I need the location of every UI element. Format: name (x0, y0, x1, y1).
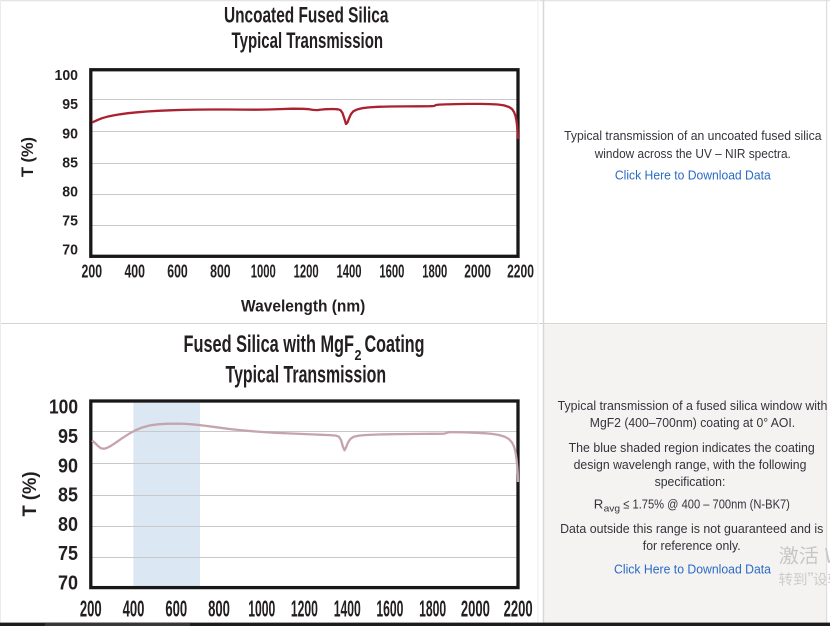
svg-text:2000: 2000 (464, 261, 491, 281)
svg-text:1400: 1400 (334, 596, 361, 622)
svg-text:Fused Silica with MgF: Fused Silica with MgF (184, 331, 355, 358)
svg-text:85: 85 (58, 485, 78, 507)
svg-text:Click Here to Download Data: Click Here to Download Data (615, 167, 772, 182)
svg-text:90: 90 (58, 455, 78, 477)
svg-text:Uncoated Fused Silica: Uncoated Fused Silica (224, 3, 389, 28)
svg-text:85: 85 (62, 154, 78, 171)
svg-text:1600: 1600 (379, 261, 404, 281)
svg-text:≤ 1.75% @ 400 – 700nm (N-BK7): ≤ 1.75% @ 400 – 700nm (N-BK7) (623, 496, 790, 511)
svg-text:200: 200 (80, 596, 102, 622)
svg-text:MgF2 (400–700nm) coating at 0°: MgF2 (400–700nm) coating at 0° AOI. (590, 415, 795, 430)
svg-text:The blue shaded region indicat: The blue shaded region indicates the coa… (569, 440, 815, 455)
svg-text:avg: avg (604, 503, 621, 514)
svg-text:80: 80 (58, 514, 78, 536)
svg-text:95: 95 (58, 426, 78, 448)
svg-text:window across the UV – NIR spe: window across the UV – NIR spectra. (594, 146, 791, 161)
svg-text:Coating: Coating (365, 331, 425, 358)
svg-text:75: 75 (58, 543, 78, 565)
svg-text:800: 800 (208, 596, 230, 622)
svg-text:Click Here to Download Data: Click Here to Download Data (614, 561, 772, 576)
svg-text:2: 2 (355, 347, 362, 364)
svg-text:1600: 1600 (376, 596, 403, 622)
svg-text:800: 800 (210, 261, 231, 281)
svg-text:600: 600 (165, 596, 187, 622)
svg-text:for reference only.: for reference only. (643, 538, 741, 553)
svg-text:70: 70 (62, 242, 78, 259)
svg-text:1000: 1000 (251, 261, 276, 281)
svg-text:Wavelength (nm): Wavelength (nm) (241, 297, 365, 316)
svg-text:R: R (594, 496, 604, 511)
svg-text:400: 400 (124, 261, 145, 281)
svg-text:1000: 1000 (248, 596, 275, 622)
svg-text:2200: 2200 (507, 261, 534, 281)
svg-text:90: 90 (62, 125, 78, 142)
svg-text:1400: 1400 (337, 261, 362, 281)
svg-text:200: 200 (82, 261, 103, 281)
svg-text:100: 100 (55, 67, 79, 84)
svg-text:1800: 1800 (422, 261, 447, 281)
svg-text:400: 400 (123, 596, 145, 622)
svg-text:1200: 1200 (294, 261, 319, 281)
svg-text:design wavelengh range, with t: design wavelengh range, with the followi… (574, 457, 807, 472)
svg-text:T (%): T (%) (18, 137, 37, 177)
svg-text:1200: 1200 (291, 596, 318, 622)
svg-text:2000: 2000 (461, 596, 490, 622)
svg-text:600: 600 (167, 261, 188, 281)
svg-text:70: 70 (58, 573, 78, 595)
svg-text:75: 75 (62, 213, 78, 230)
svg-text:Data outside this range is not: Data outside this range is not guarantee… (560, 521, 824, 536)
svg-text:Typical Transmission: Typical Transmission (226, 361, 387, 388)
svg-text:Typical transmission of an unc: Typical transmission of an uncoated fuse… (564, 128, 822, 143)
svg-text:specification:: specification: (655, 474, 726, 489)
svg-text:95: 95 (62, 96, 78, 113)
svg-text:Typical Transmission: Typical Transmission (232, 28, 384, 53)
svg-text:80: 80 (62, 183, 78, 200)
svg-text:T (%): T (%) (20, 472, 41, 517)
svg-text:2200: 2200 (504, 596, 533, 622)
svg-text:1800: 1800 (419, 596, 446, 622)
svg-text:100: 100 (49, 397, 78, 419)
svg-text:Typical transmission of a fuse: Typical transmission of a fused silica w… (558, 398, 828, 413)
